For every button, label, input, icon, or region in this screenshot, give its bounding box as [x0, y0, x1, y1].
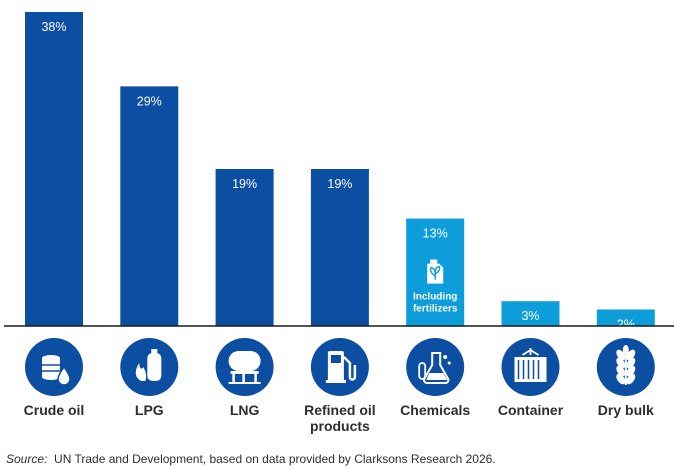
- fuel-pump-icon: [325, 351, 357, 383]
- note-label-0: Including: [413, 292, 457, 303]
- value-label-6: 2%: [617, 317, 635, 331]
- source-text: UN Trade and Development, based on data …: [54, 452, 496, 466]
- oil-barrel-icon: [42, 355, 71, 386]
- lng-tank-icon: [228, 351, 261, 384]
- category-label-4: Chemicals: [400, 402, 470, 418]
- bar-1: [120, 86, 179, 326]
- flask-icon: [418, 352, 451, 384]
- bar-2: [215, 169, 274, 326]
- value-label-4: 13%: [423, 227, 448, 241]
- category-label-0: Crude oil: [24, 402, 85, 418]
- category-label-5: Container: [498, 402, 564, 418]
- value-label-2: 19%: [232, 177, 257, 191]
- category-label-3: Refined oil: [304, 402, 376, 418]
- fertilizer-jerrycan-icon: [427, 259, 444, 284]
- category-label-2: LNG: [230, 402, 260, 418]
- value-label-0: 38%: [41, 20, 66, 34]
- category-label-3: products: [310, 418, 370, 434]
- source-label: Source:: [6, 452, 48, 466]
- bar-3: [310, 169, 369, 326]
- source-note: Source: UN Trade and Development, based …: [6, 452, 496, 466]
- icon-circle-4: [406, 338, 465, 396]
- note-label-1: fertilizers: [413, 304, 458, 315]
- shipping-container-icon: [514, 348, 547, 382]
- bar-5: [501, 301, 560, 326]
- bar-6: [596, 309, 655, 326]
- bar-0: [25, 12, 83, 326]
- gas-cylinder-flame-icon: [135, 349, 162, 381]
- value-label-3: 19%: [327, 177, 352, 191]
- value-label-5: 3%: [521, 309, 539, 323]
- wheat-icon: [616, 345, 636, 385]
- category-label-6: Dry bulk: [598, 402, 654, 418]
- category-label-1: LPG: [135, 402, 164, 418]
- value-label-1: 29%: [137, 94, 162, 108]
